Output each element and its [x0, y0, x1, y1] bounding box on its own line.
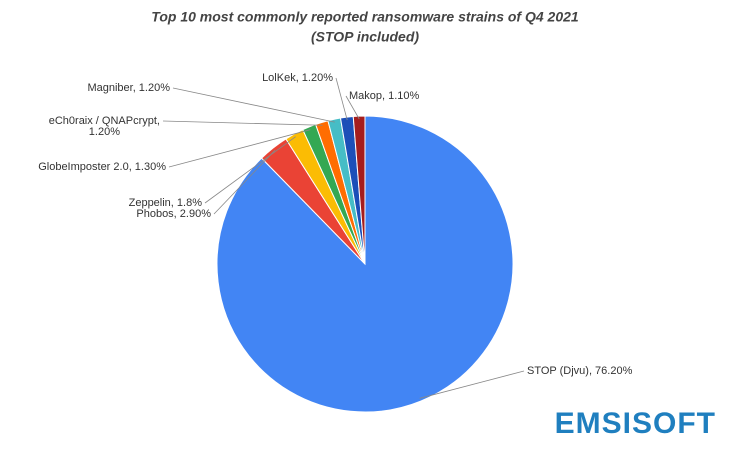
leader-line — [335, 77, 348, 121]
leader-line — [162, 120, 323, 126]
logo: EMSISOFT — [555, 407, 716, 440]
chart-subtitle: (STOP included) — [311, 29, 419, 45]
slice-label: Phobos, 2.90% — [136, 208, 211, 220]
pie-slice — [352, 115, 366, 265]
leader-line — [168, 129, 311, 168]
leader-line — [419, 370, 525, 399]
leader-line — [213, 149, 276, 215]
chart-title: Top 10 most commonly reported ransomware… — [151, 9, 579, 25]
slice-label: Zeppelin, 1.8% — [129, 197, 203, 209]
slice-label: STOP (Djvu), 76.20% — [527, 365, 633, 377]
slice-label: Makop, 1.10% — [349, 90, 420, 102]
slice-label: GlobeImposter 2.0, 1.30% — [38, 161, 166, 173]
leader-line — [345, 95, 360, 120]
slice-label: Magniber, 1.20% — [87, 82, 170, 94]
leader-line — [172, 87, 335, 123]
slice-label: LolKek, 1.20% — [262, 72, 333, 84]
leader-line — [204, 136, 296, 204]
slice-label: eCh0raix / QNAPcrypt, 1.20% — [49, 115, 160, 138]
